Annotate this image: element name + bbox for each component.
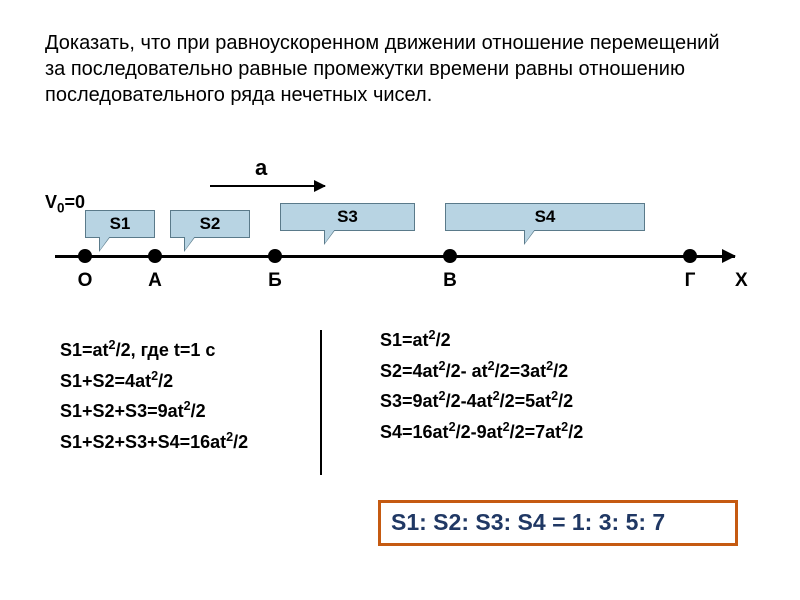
callout-tail-icon bbox=[525, 229, 535, 243]
equation-line: S3=9at2/2-4at2/2=5at2/2 bbox=[380, 386, 583, 417]
motion-diagram: V0=0 a О А Б В Г S1 S2 S3 S4 X bbox=[45, 150, 755, 310]
x-axis-label: X bbox=[735, 270, 748, 292]
equation-line: S1+S2+S3=9at2/2 bbox=[60, 396, 248, 427]
equations-intervals: S1=at2/2S2=4at2/2- at2/2=3at2/2S3=9at2/2… bbox=[380, 325, 583, 447]
result-ratio: S1: S2: S3: S4 = 1: 3: 5: 7 bbox=[378, 500, 738, 546]
segment-callout: S1 bbox=[85, 210, 155, 238]
acceleration-arrow bbox=[210, 185, 325, 187]
axis-arrow-icon bbox=[722, 249, 736, 263]
equation-line: S1+S2=4at2/2 bbox=[60, 366, 248, 397]
divider bbox=[320, 330, 322, 475]
v0-label: V0=0 bbox=[45, 192, 85, 216]
segment-callout: S4 bbox=[445, 203, 645, 231]
axis-point-label: А bbox=[148, 270, 162, 292]
axis-point-label: В bbox=[443, 270, 457, 292]
equations-cumulative: S1=at2/2, где t=1 сS1+S2=4at2/2S1+S2+S3=… bbox=[60, 335, 248, 457]
acceleration-label: a bbox=[255, 155, 267, 181]
axis-point bbox=[443, 249, 457, 263]
segment-callout: S2 bbox=[170, 210, 250, 238]
equation-line: S1+S2+S3+S4=16at2/2 bbox=[60, 427, 248, 458]
callout-tail-icon bbox=[325, 229, 335, 243]
segment-callout: S3 bbox=[280, 203, 415, 231]
callout-tail-icon bbox=[185, 236, 195, 250]
axis-point-label: Б bbox=[268, 270, 282, 292]
axis-point bbox=[78, 249, 92, 263]
equation-line: S4=16at2/2-9at2/2=7at2/2 bbox=[380, 417, 583, 448]
axis-point bbox=[683, 249, 697, 263]
equation-line: S2=4at2/2- at2/2=3at2/2 bbox=[380, 356, 583, 387]
problem-statement: Доказать, что при равноускоренном движен… bbox=[45, 30, 745, 108]
axis-point-label: О bbox=[78, 270, 93, 292]
axis-point-label: Г bbox=[685, 270, 696, 292]
axis-point bbox=[148, 249, 162, 263]
equation-line: S1=at2/2, где t=1 с bbox=[60, 335, 248, 366]
callout-tail-icon bbox=[100, 236, 110, 250]
equation-line: S1=at2/2 bbox=[380, 325, 583, 356]
axis-point bbox=[268, 249, 282, 263]
